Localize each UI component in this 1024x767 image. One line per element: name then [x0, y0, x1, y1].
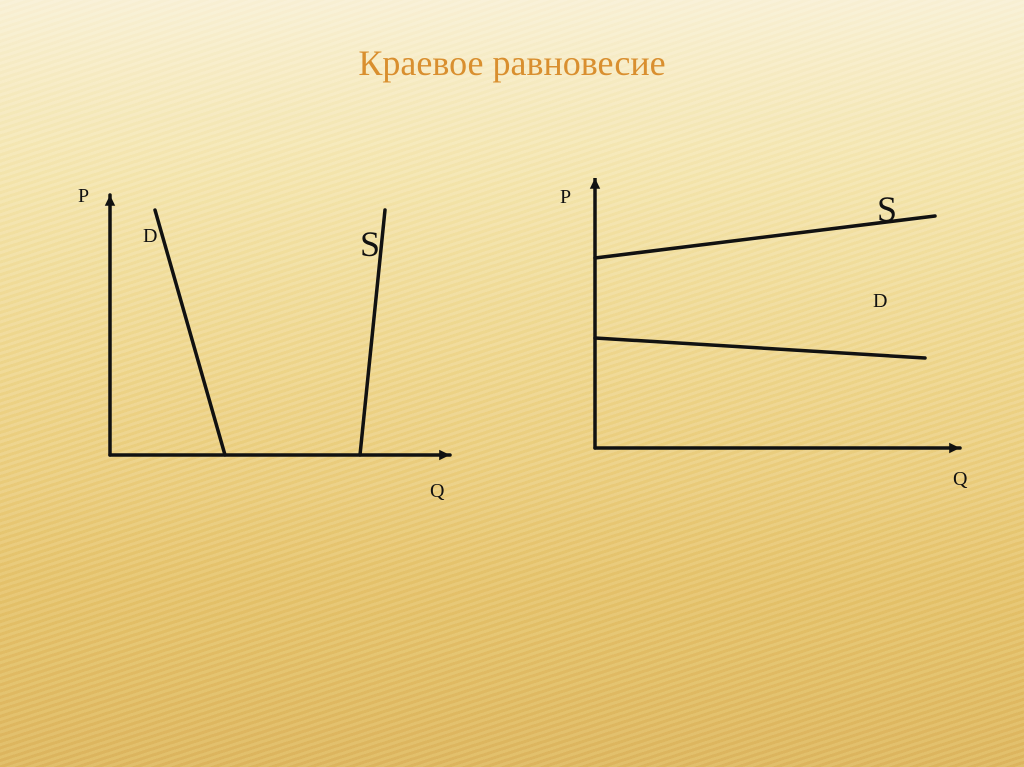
- axis-p-label: P: [78, 185, 89, 208]
- curve-d-label: D: [143, 225, 157, 248]
- curve-s-label: S: [877, 188, 897, 230]
- axis-q-label: Q: [430, 480, 444, 503]
- curve-s-label: S: [360, 223, 380, 265]
- page-title: Краевое равновесие: [0, 42, 1024, 84]
- curve-d-label: D: [873, 290, 887, 313]
- axis-q-label: Q: [953, 468, 967, 491]
- chart-right: P Q S D: [555, 178, 975, 498]
- chart-left: P Q D S: [70, 185, 460, 505]
- axis-p-label: P: [560, 186, 571, 209]
